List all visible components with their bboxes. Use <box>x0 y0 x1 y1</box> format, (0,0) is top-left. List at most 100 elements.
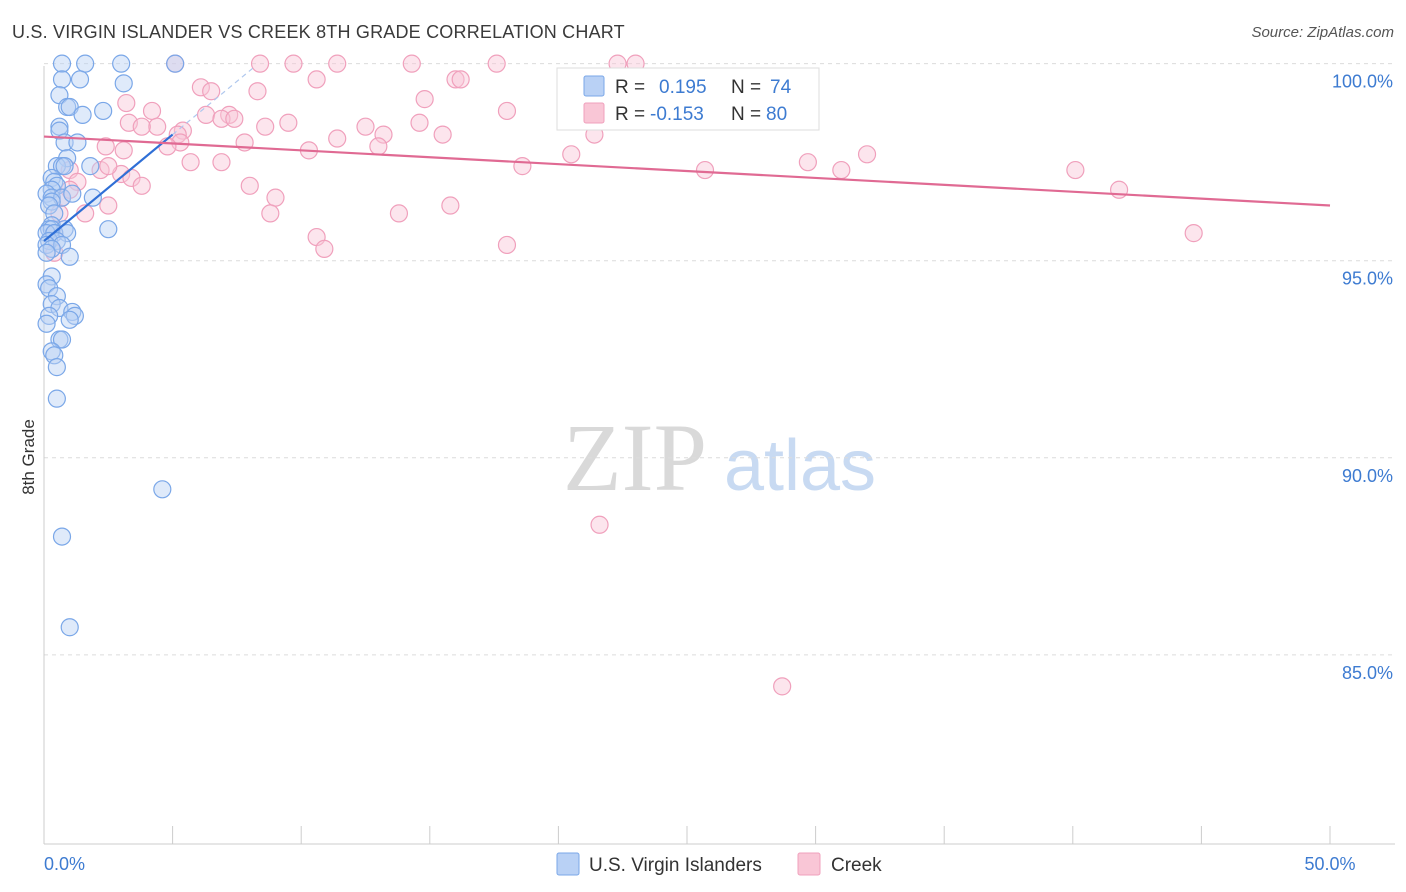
creek-point-73 <box>497 235 517 255</box>
usvi-point-13 <box>50 121 69 140</box>
creek-point-23 <box>279 113 298 132</box>
usvi-point-2 <box>112 54 131 73</box>
usvi-point-67 <box>60 618 79 637</box>
usvi-point-63 <box>47 358 66 377</box>
series-legend: U.S. Virgin Islanders Creek <box>556 852 882 876</box>
creek-point-56 <box>99 157 118 176</box>
bottom-legend-usvi: U.S. Virgin Islanders <box>589 855 762 876</box>
creek-point-26 <box>356 117 375 136</box>
creek-point-21 <box>225 109 244 128</box>
creek-point-8 <box>307 70 326 89</box>
usvi-point-29 <box>83 188 102 207</box>
usvi-point-62 <box>45 346 64 365</box>
creek-point-55 <box>132 176 151 195</box>
bottom-swatch-usvi <box>556 852 580 876</box>
creek-point-63 <box>99 196 118 215</box>
creek-point-45 <box>181 153 200 172</box>
legend-n-value-usvi: 74 <box>770 77 792 98</box>
usvi-point-4 <box>52 70 72 89</box>
creek-point-17 <box>497 101 517 121</box>
gridlines <box>44 63 1395 656</box>
usvi-point-28 <box>63 184 82 203</box>
usvi-trend-line <box>43 133 174 242</box>
usvi-point-11 <box>94 101 113 121</box>
creek-point-20 <box>212 109 231 128</box>
creek-point-50 <box>832 160 851 180</box>
creek-point-2 <box>284 54 303 73</box>
creek-point-16 <box>142 101 162 121</box>
creek-point-64 <box>441 196 460 215</box>
trend-lines <box>43 66 1331 242</box>
legend-r-label-usvi: R = <box>615 77 645 98</box>
y-tick-label-1: 95.0% <box>1342 269 1393 289</box>
creek-point-51 <box>1066 160 1085 180</box>
creek-point-44 <box>798 153 817 172</box>
creek-point-1 <box>250 54 270 73</box>
legend-n-label-creek: N = <box>731 104 761 125</box>
creek-point-42 <box>857 145 877 164</box>
usvi-point-10 <box>73 105 92 124</box>
y-tick-label-2: 90.0% <box>1342 466 1393 486</box>
x-tick-label-1: 50.0% <box>1304 854 1355 874</box>
legend-r-label-creek: R = <box>615 104 645 125</box>
usvi-point-18 <box>47 157 66 176</box>
creek-point-25 <box>256 117 275 136</box>
creek-point-46 <box>212 153 231 172</box>
creek-point-37 <box>96 137 115 156</box>
creek-point-19 <box>196 105 216 124</box>
chart-title: U.S. VIRGIN ISLANDER VS CREEK 8TH GRADE … <box>12 22 625 42</box>
legend-n-value-creek: 80 <box>766 104 787 125</box>
creek-point-13 <box>248 82 267 101</box>
creek-point-67 <box>389 204 409 223</box>
legend-swatch-creek <box>583 102 605 124</box>
usvi-point-40 <box>99 220 118 239</box>
creek-point-41 <box>158 137 177 156</box>
creek-point-4 <box>402 54 421 73</box>
chart-source: Source: ZipAtlas.com <box>1251 24 1394 41</box>
creek-point-33 <box>374 125 393 144</box>
legend-n-label-usvi: N = <box>731 77 761 98</box>
bottom-swatch-creek <box>797 852 821 876</box>
creek-point-15 <box>117 93 136 113</box>
legend-r-value-creek: -0.153 <box>650 104 704 125</box>
usvi-point-60 <box>52 330 72 349</box>
watermark-atlas: atlas <box>724 426 876 506</box>
usvi-point-5 <box>70 70 90 89</box>
axes: 100.0% 95.0% 90.0% 85.0% 0.0% 50.0% <box>43 66 1395 874</box>
legend-swatch-usvi <box>583 75 605 97</box>
creek-point-39 <box>369 137 388 156</box>
creek-point-9 <box>446 70 465 89</box>
creek-point-12 <box>202 82 221 101</box>
creek-point-60 <box>266 188 285 207</box>
creek-point-52 <box>695 160 715 180</box>
creek-point-34 <box>328 129 347 148</box>
y-axis-label: 8th Grade <box>19 419 38 495</box>
creek-point-14 <box>415 90 434 109</box>
usvi-point-3 <box>166 54 185 73</box>
creek-point-28 <box>132 117 151 136</box>
creek-point-74 <box>1184 224 1203 243</box>
usvi-point-17 <box>81 157 100 176</box>
usvi-point-20 <box>55 157 74 176</box>
creek-points <box>45 54 1203 696</box>
creek-point-3 <box>328 54 347 73</box>
creek-point-38 <box>114 141 133 160</box>
usvi-point-0 <box>52 54 72 73</box>
usvi-point-66 <box>52 527 72 546</box>
usvi-point-15 <box>68 133 87 152</box>
creek-point-43 <box>562 145 581 164</box>
stats-legend: R = 0.195 N = 74 R = -0.153 N = 80 <box>556 67 820 131</box>
usvi-point-64 <box>47 389 66 408</box>
usvi-point-47 <box>60 247 79 266</box>
creek-point-75 <box>590 515 609 534</box>
creek-trend-line <box>43 135 1331 207</box>
creek-point-11 <box>191 78 210 97</box>
usvi-point-58 <box>37 314 56 333</box>
usvi-point-6 <box>114 74 133 93</box>
y-tick-label-3: 85.0% <box>1342 663 1393 683</box>
creek-point-59 <box>1109 180 1129 199</box>
creek-point-49 <box>513 157 532 176</box>
usvi-point-57 <box>60 310 79 329</box>
legend-r-value-usvi: 0.195 <box>659 77 707 98</box>
